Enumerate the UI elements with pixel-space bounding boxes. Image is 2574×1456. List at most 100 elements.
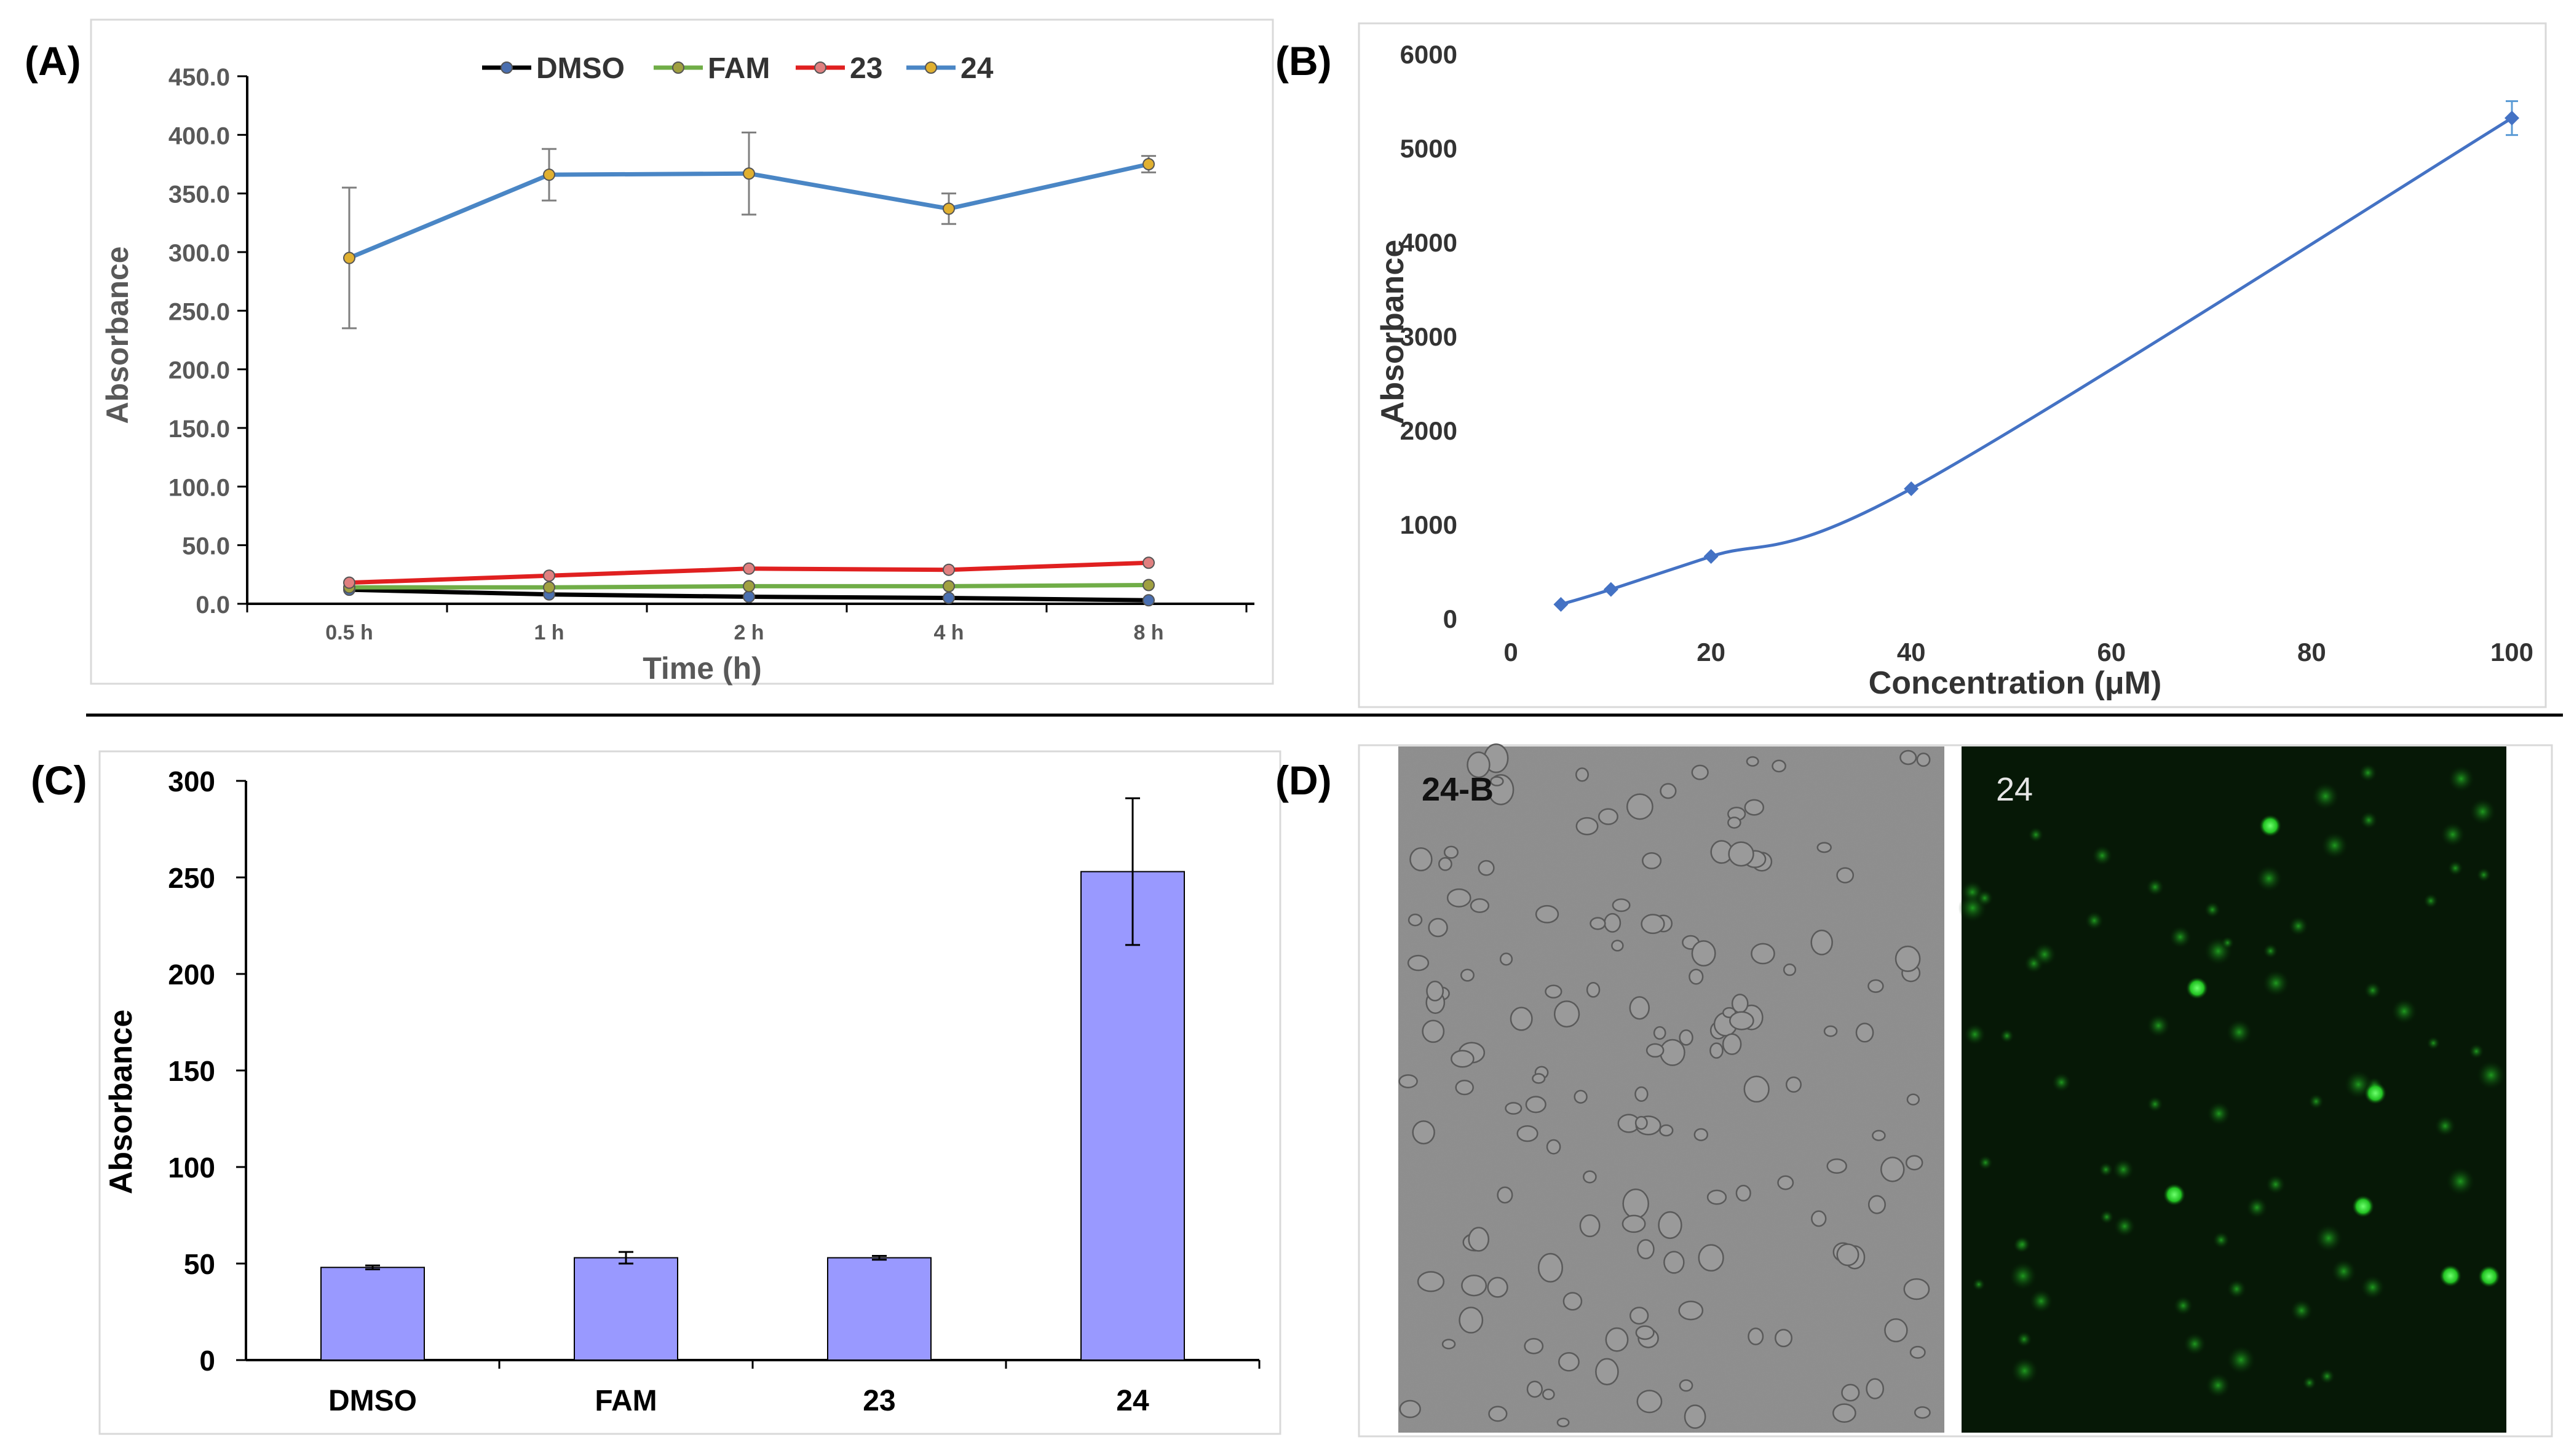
dim-cell bbox=[2447, 765, 2475, 793]
cell bbox=[1516, 1125, 1538, 1142]
bright-cell bbox=[2478, 1265, 2500, 1288]
dim-cell bbox=[2212, 1231, 2230, 1249]
dim-cell bbox=[2445, 1166, 2475, 1196]
x-tick-label: DMSO bbox=[328, 1385, 417, 1417]
cell-outlines bbox=[1398, 743, 1931, 1429]
cell bbox=[1583, 1170, 1597, 1184]
cell bbox=[1706, 1189, 1727, 1205]
dim-cell bbox=[2220, 936, 2235, 950]
dim-cell bbox=[2290, 1299, 2313, 1322]
cell bbox=[1777, 1175, 1794, 1190]
cell bbox=[1635, 1325, 1655, 1340]
cell bbox=[1426, 980, 1444, 1002]
cell bbox=[1679, 1379, 1693, 1392]
dim-cell bbox=[1972, 1278, 1986, 1291]
legend-label-24: 24 bbox=[960, 52, 994, 85]
dim-cell bbox=[1976, 889, 1994, 907]
x-tick-label: 4 h bbox=[933, 621, 964, 644]
y-tick-label: 150 bbox=[168, 1055, 215, 1087]
cell bbox=[1836, 1243, 1859, 1267]
x-tick-label: 8 h bbox=[1133, 621, 1163, 644]
x-tick-label: 40 bbox=[1897, 638, 1926, 667]
cell bbox=[1537, 1252, 1563, 1283]
dim-cell bbox=[2014, 1235, 2031, 1253]
dim-cell bbox=[2440, 822, 2465, 847]
cell bbox=[1884, 1318, 1908, 1343]
cell bbox=[1895, 945, 1921, 972]
cell bbox=[1460, 968, 1475, 982]
cell bbox=[1455, 1079, 1474, 1096]
cell bbox=[1586, 981, 1601, 998]
x-tick-label: 60 bbox=[2097, 638, 2126, 667]
dim-cell bbox=[2085, 911, 2104, 930]
data-point-DMSO bbox=[743, 590, 755, 603]
legend-marker-24 bbox=[925, 61, 937, 74]
cell bbox=[1553, 1000, 1580, 1028]
x-tick-label: 1 h bbox=[534, 621, 564, 644]
data-point-FAM bbox=[943, 580, 955, 593]
y-tick-label: 250 bbox=[168, 862, 215, 894]
dim-cell bbox=[2246, 1197, 2268, 1219]
cell bbox=[1841, 1383, 1860, 1402]
dim-cell bbox=[2183, 1332, 2206, 1356]
y-tick-label: 0 bbox=[199, 1345, 215, 1377]
cell bbox=[1811, 1210, 1827, 1227]
cell bbox=[1746, 756, 1759, 767]
data-point-23 bbox=[1142, 556, 1155, 569]
cell bbox=[1497, 1186, 1513, 1204]
y-tick-label: 50 bbox=[184, 1248, 215, 1280]
y-tick-label: 300 bbox=[168, 766, 215, 797]
cell bbox=[1451, 1050, 1475, 1068]
dim-cell bbox=[2364, 981, 2382, 999]
x-tick-label: 0 bbox=[1503, 638, 1518, 667]
panel-c-frame bbox=[98, 750, 1281, 1435]
cell bbox=[1709, 1042, 1724, 1059]
x-tick-label: 0.5 h bbox=[325, 621, 373, 644]
cell bbox=[1490, 776, 1504, 786]
chart-c: 0 50 100 150 200 250 300 Absorbance DMSO FAM 23 24 bbox=[103, 766, 1261, 1417]
data-point-FAM bbox=[1142, 579, 1155, 592]
cell bbox=[1562, 1292, 1583, 1311]
dim-cell bbox=[2227, 1279, 2247, 1299]
dim-cell bbox=[2146, 1013, 2171, 1038]
dim-cell bbox=[2308, 1093, 2324, 1109]
dim-cell bbox=[2112, 1158, 2134, 1181]
cell bbox=[1546, 1139, 1561, 1155]
cell bbox=[1751, 943, 1775, 965]
cell bbox=[1605, 1327, 1629, 1352]
cell bbox=[1526, 1380, 1543, 1398]
cell bbox=[1731, 994, 1749, 1014]
cell bbox=[1461, 1274, 1487, 1297]
bar-23 bbox=[827, 1257, 932, 1361]
panel-a-frame bbox=[90, 18, 1274, 685]
cell bbox=[1505, 1102, 1523, 1115]
cell bbox=[1634, 1115, 1648, 1130]
bar-DMSO bbox=[320, 1267, 425, 1361]
panel-d-label: (D) bbox=[1275, 758, 1332, 803]
dim-cell bbox=[2033, 943, 2057, 967]
data-point-FAM bbox=[743, 580, 755, 593]
y-tick-label: 50.0 bbox=[182, 533, 230, 560]
cell bbox=[1880, 1157, 1905, 1182]
cell bbox=[1622, 1188, 1649, 1219]
cell bbox=[1408, 913, 1423, 927]
dim-cell bbox=[2028, 827, 2044, 843]
bright-cell bbox=[2186, 977, 2208, 999]
dim-cell bbox=[2263, 943, 2278, 959]
y-tick-label: 350.0 bbox=[168, 181, 230, 208]
legend-label-FAM: FAM bbox=[708, 52, 770, 85]
cell bbox=[1524, 1338, 1544, 1355]
y-tick-label: 1000 bbox=[1400, 510, 1457, 539]
dim-cell bbox=[2391, 998, 2417, 1024]
dim-cell bbox=[2205, 1372, 2231, 1398]
x-tick-label: 23 bbox=[863, 1385, 895, 1417]
cell bbox=[1558, 1352, 1580, 1372]
cell bbox=[1660, 783, 1677, 799]
cell bbox=[1645, 1043, 1665, 1058]
dim-cell bbox=[2204, 901, 2221, 918]
data-point-DMSO bbox=[943, 592, 955, 604]
dim-cell bbox=[2447, 860, 2463, 876]
cell bbox=[1626, 793, 1653, 820]
dim-cell bbox=[2029, 1289, 2053, 1313]
legend-label-23: 23 bbox=[850, 52, 882, 85]
